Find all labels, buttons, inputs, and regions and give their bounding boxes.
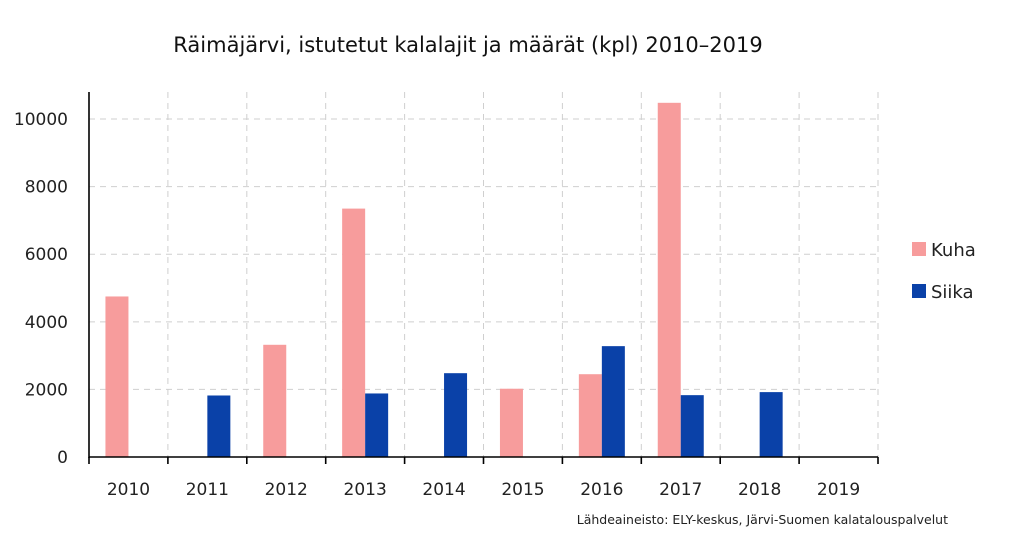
legend-label-siika: Siika <box>931 282 974 303</box>
x-tick-label-2017: 2017 <box>659 480 702 500</box>
bar-kuha-2013 <box>342 208 366 457</box>
x-tick-label-2015: 2015 <box>501 480 544 500</box>
legend-swatch-kuha <box>912 242 926 256</box>
x-tick-label-2010: 2010 <box>107 480 150 500</box>
y-tick-label-10000: 10000 <box>14 110 68 130</box>
grid <box>89 92 879 457</box>
bar-siika-2016 <box>601 346 625 457</box>
x-tick-label-2016: 2016 <box>580 480 623 500</box>
bar-kuha-2016 <box>578 374 602 457</box>
bar-kuha-2015 <box>499 388 523 457</box>
bar-siika-2013 <box>365 393 389 457</box>
bar-kuha-2012 <box>263 344 287 457</box>
y-tick-label-6000: 6000 <box>25 245 68 265</box>
bars <box>105 102 783 457</box>
y-tick-label-8000: 8000 <box>25 178 68 198</box>
bar-siika-2011 <box>207 395 231 457</box>
bar-siika-2017 <box>680 395 704 457</box>
bar-kuha-2010 <box>105 296 129 457</box>
bar-siika-2018 <box>759 392 783 457</box>
legend: Kuha Siika <box>912 240 976 303</box>
source-note: Lähdeaineisto: ELY-keskus, Järvi-Suomen … <box>577 512 948 527</box>
x-tick-label-2019: 2019 <box>817 480 860 500</box>
legend-label-kuha: Kuha <box>931 240 976 261</box>
x-tick-label-2018: 2018 <box>738 480 781 500</box>
y-tick-label-0: 0 <box>57 448 68 468</box>
x-tick-label-2011: 2011 <box>186 480 229 500</box>
axes: 0 2000 4000 6000 8000 10000 2010 2011 2012 2013 20… <box>14 92 879 500</box>
chart-title: Räimäjärvi, istutetut kalalajit ja määrä… <box>173 33 762 57</box>
legend-swatch-siika <box>912 284 926 298</box>
bar-siika-2014 <box>444 373 468 457</box>
y-tick-label-4000: 4000 <box>25 313 68 333</box>
x-tick-label-2014: 2014 <box>422 480 465 500</box>
bar-kuha-2017 <box>657 102 681 457</box>
y-tick-label-2000: 2000 <box>25 380 68 400</box>
x-tick-label-2013: 2013 <box>344 480 387 500</box>
x-tick-label-2012: 2012 <box>265 480 308 500</box>
